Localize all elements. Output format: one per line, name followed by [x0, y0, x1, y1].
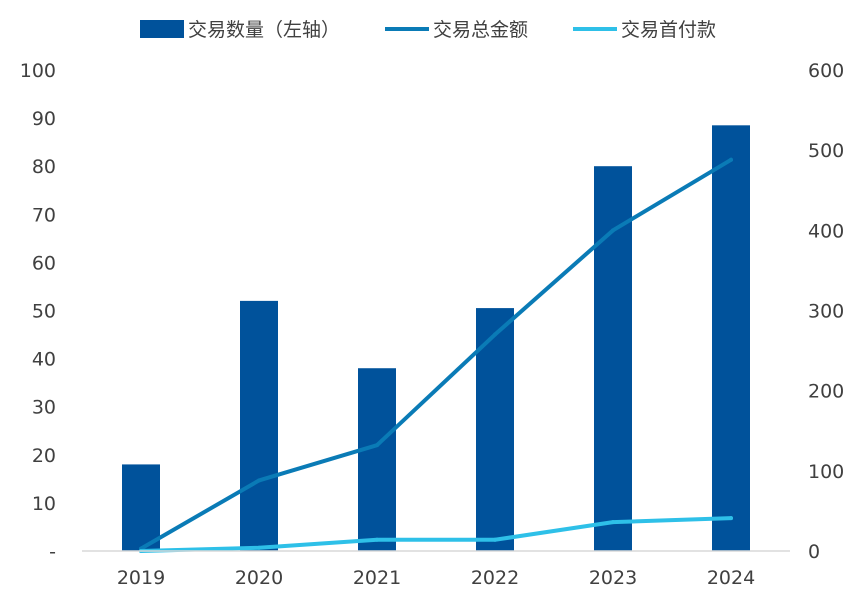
bar-2019 [122, 464, 160, 551]
right-axis-tick-label: 400 [808, 220, 844, 242]
left-axis-tick-label: 80 [32, 156, 56, 178]
x-axis-tick-label: 2022 [471, 567, 519, 589]
x-axis-tick-label: 2021 [353, 567, 401, 589]
line-point [611, 520, 615, 525]
bar-2024 [712, 125, 750, 551]
line-point [375, 537, 379, 542]
left-axis-tick-label: 60 [32, 252, 56, 274]
line-point [375, 443, 379, 448]
x-axis-ticks: 2019 2020 2021 2022 2023 2024 [117, 567, 755, 589]
left-axis-tick-label: 70 [32, 204, 56, 226]
line-series-2 [139, 516, 733, 553]
left-axis-tick-label: 10 [32, 493, 56, 515]
line-point [729, 157, 733, 162]
x-axis-tick-label: 2020 [235, 567, 283, 589]
bar-2020 [240, 300, 278, 551]
x-axis-tick-label: 2019 [117, 567, 165, 589]
line-series [139, 157, 733, 553]
left-axis-tick-label: 20 [32, 445, 56, 467]
left-axis-tick-label: 30 [32, 397, 56, 419]
left-axis-tick-label: 50 [32, 301, 56, 323]
x-axis-tick-label: 2024 [707, 567, 755, 589]
line-series-1 [139, 157, 733, 551]
x-axis-tick-label: 2023 [589, 567, 637, 589]
left-axis-ticks: - 10 20 30 40 50 60 70 80 90 100 [20, 60, 56, 563]
line-point [493, 537, 497, 542]
right-axis-tick-label: 600 [808, 60, 844, 82]
right-axis-tick-label: 500 [808, 140, 844, 162]
line-point [611, 228, 615, 233]
line-point [729, 516, 733, 521]
legend-label: 交易首付款 [621, 19, 716, 41]
legend-swatch-bar [140, 20, 184, 38]
right-axis-tick-label: 0 [808, 541, 820, 563]
legend-label: 交易总金额 [433, 19, 528, 41]
line-point [257, 545, 261, 550]
right-axis-tick-label: 200 [808, 381, 844, 403]
bar-2021 [358, 368, 396, 551]
left-axis-tick-label: 100 [20, 60, 56, 82]
right-axis-tick-label: 300 [808, 301, 844, 323]
right-axis-tick-label: 100 [808, 461, 844, 483]
left-axis-tick-label: 90 [32, 108, 56, 130]
line-point [493, 332, 497, 337]
legend: 交易数量（左轴） 交易总金额 交易首付款 [140, 19, 716, 41]
left-axis-tick-label: 40 [32, 349, 56, 371]
left-axis-tick-label: - [49, 541, 56, 563]
line-point [257, 478, 261, 483]
legend-label: 交易数量（左轴） [188, 19, 340, 41]
bar-series [122, 125, 750, 551]
right-axis-ticks: 0 100 200 300 400 500 600 [808, 60, 844, 563]
